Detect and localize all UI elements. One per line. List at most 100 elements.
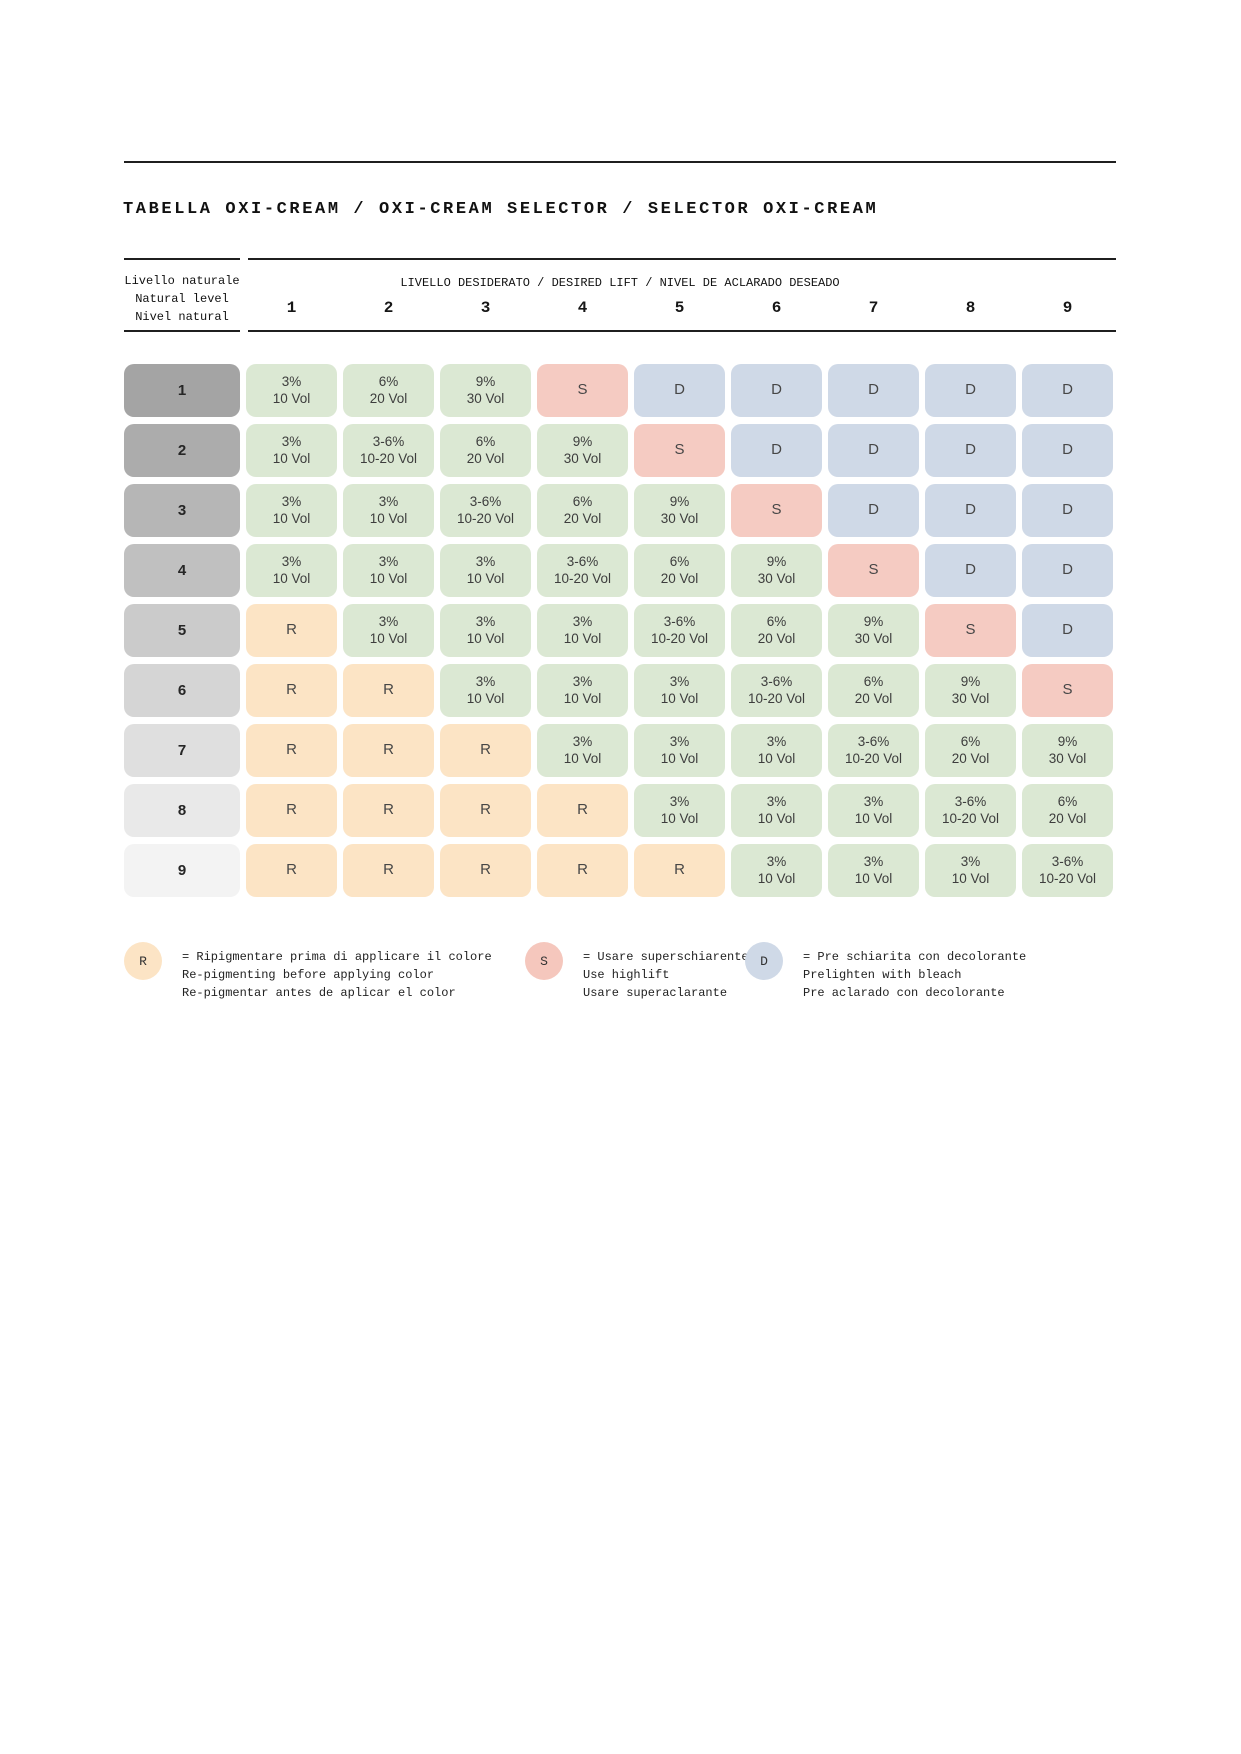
matrix-cell-text: 10 Vol: [369, 630, 408, 646]
matrix-cell-6-4: 3% 10 Vol: [537, 664, 628, 717]
matrix-cell-text: 9%: [960, 674, 981, 689]
matrix-cell-text: 6%: [572, 494, 593, 509]
level-cell-5: 5: [124, 604, 240, 657]
matrix-cell-text: S: [868, 561, 879, 579]
matrix-cell-1-7: D: [828, 364, 919, 417]
matrix-cell-text: 10 Vol: [660, 810, 699, 826]
matrix-cell-text: 20 Vol: [854, 690, 893, 706]
legend-item-s: S = Usare superschiarente Use highlift Usar…: [525, 942, 749, 1002]
matrix-cell-text: 3%: [281, 494, 302, 509]
matrix-cell-7-2: R: [343, 724, 434, 777]
matrix-cell-3-5: 9% 30 Vol: [634, 484, 725, 537]
matrix-cell-text: R: [383, 741, 394, 759]
matrix-cell-9-1: R: [246, 844, 337, 897]
matrix-cell-5-6: 6% 20 Vol: [731, 604, 822, 657]
matrix-cell-text: D: [771, 381, 782, 399]
col-number-4: 4: [577, 299, 588, 317]
col-numbers-spacer: [124, 299, 240, 317]
matrix-cell-text: 3-6%: [372, 434, 405, 449]
matrix-cell-text: R: [577, 801, 588, 819]
matrix-cell-text: D: [965, 501, 976, 519]
legend-line: Usare superaclarante: [583, 986, 728, 1000]
matrix-cell-text: 30 Vol: [1048, 750, 1087, 766]
matrix-cell-7-5: 3% 10 Vol: [634, 724, 725, 777]
matrix-cell-4-4: 3-6% 10-20 Vol: [537, 544, 628, 597]
matrix-cell-6-2: R: [343, 664, 434, 717]
col-number-3: 3: [480, 299, 491, 317]
matrix-cell-text: 3-6%: [1051, 854, 1084, 869]
matrix-cell-text: R: [286, 681, 297, 699]
matrix-cell-text: 10 Vol: [272, 450, 311, 466]
matrix-cell-text: 10 Vol: [466, 630, 505, 646]
matrix-cell-2-6: D: [731, 424, 822, 477]
matrix-cell-text: 10 Vol: [660, 750, 699, 766]
legend-line: = Pre schiarita con decolorante: [803, 950, 1027, 964]
level-cell-9: 9: [124, 844, 240, 897]
matrix-cell-text: 3%: [766, 854, 787, 869]
legend-line: Re-pigmenting before applying color: [182, 968, 435, 982]
matrix-cell-text: 30 Vol: [660, 510, 699, 526]
legend-line: Use highlift: [583, 968, 670, 982]
matrix-cell-9-3: R: [440, 844, 531, 897]
col-number-8: 8: [965, 299, 976, 317]
matrix-cell-4-8: D: [925, 544, 1016, 597]
legend-symbol-r-icon: R: [124, 942, 162, 980]
matrix-cell-text: D: [965, 561, 976, 579]
matrix-cell-5-3: 3% 10 Vol: [440, 604, 531, 657]
matrix-cell-text: 10-20 Vol: [844, 750, 903, 766]
matrix-cell-text: 3%: [766, 794, 787, 809]
legend-line: Prelighten with bleach: [803, 968, 962, 982]
legend-line: Re-pigmentar antes de aplicar el color: [182, 986, 456, 1000]
matrix-cell-text: D: [674, 381, 685, 399]
matrix-cell-text: 3%: [669, 674, 690, 689]
matrix-cell-2-4: 9% 30 Vol: [537, 424, 628, 477]
matrix-cell-2-8: D: [925, 424, 1016, 477]
matrix-cell-text: D: [965, 381, 976, 399]
level-cell-7: 7: [124, 724, 240, 777]
col-axis-bottom-rule: [248, 330, 1116, 332]
matrix-cell-text: 10 Vol: [369, 570, 408, 586]
col-axis-title: LIVELLO DESIDERATO / DESIRED LIFT / NIVE…: [400, 276, 840, 290]
matrix-cell-2-2: 3-6% 10-20 Vol: [343, 424, 434, 477]
matrix-cell-text: 3%: [378, 554, 399, 569]
matrix-cell-text: 3%: [572, 734, 593, 749]
matrix-cell-9-2: R: [343, 844, 434, 897]
matrix-cell-text: S: [1062, 681, 1073, 699]
matrix-cell-7-8: 6% 20 Vol: [925, 724, 1016, 777]
level-cell-6: 6: [124, 664, 240, 717]
legend-symbol-d-icon: D: [745, 942, 783, 980]
matrix-cell-text: 9%: [475, 374, 496, 389]
matrix-cell-8-6: 3% 10 Vol: [731, 784, 822, 837]
matrix-cell-text: 3-6%: [760, 674, 793, 689]
matrix-cell-text: 3%: [572, 674, 593, 689]
matrix-cell-3-2: 3% 10 Vol: [343, 484, 434, 537]
page-title: TABELLA OXI-CREAM / OXI-CREAM SELECTOR /…: [123, 200, 879, 219]
matrix-cell-2-5: S: [634, 424, 725, 477]
matrix-cell-8-4: R: [537, 784, 628, 837]
matrix-cell-text: 3%: [281, 374, 302, 389]
matrix-cell-7-9: 9% 30 Vol: [1022, 724, 1113, 777]
matrix-cell-text: 6%: [669, 554, 690, 569]
matrix-cell-text: S: [577, 381, 588, 399]
matrix-cell-text: 10-20 Vol: [941, 810, 1000, 826]
matrix-cell-text: 10 Vol: [854, 870, 893, 886]
matrix-cell-1-3: 9% 30 Vol: [440, 364, 531, 417]
matrix-cell-text: 10-20 Vol: [553, 570, 612, 586]
matrix-cell-text: D: [868, 501, 879, 519]
matrix-cell-text: R: [383, 861, 394, 879]
matrix-cell-text: 10-20 Vol: [359, 450, 418, 466]
col-number-5: 5: [674, 299, 685, 317]
matrix-cell-3-3: 3-6% 10-20 Vol: [440, 484, 531, 537]
matrix-cell-text: D: [868, 441, 879, 459]
matrix-cell-4-1: 3% 10 Vol: [246, 544, 337, 597]
matrix-cell-3-4: 6% 20 Vol: [537, 484, 628, 537]
matrix-cell-9-7: 3% 10 Vol: [828, 844, 919, 897]
matrix-cell-text: 3%: [475, 614, 496, 629]
matrix-cell-text: 3%: [378, 494, 399, 509]
matrix-cell-4-2: 3% 10 Vol: [343, 544, 434, 597]
legend-symbol-s-icon: S: [525, 942, 563, 980]
matrix-cell-8-2: R: [343, 784, 434, 837]
matrix-cell-6-3: 3% 10 Vol: [440, 664, 531, 717]
matrix-cell-6-8: 9% 30 Vol: [925, 664, 1016, 717]
